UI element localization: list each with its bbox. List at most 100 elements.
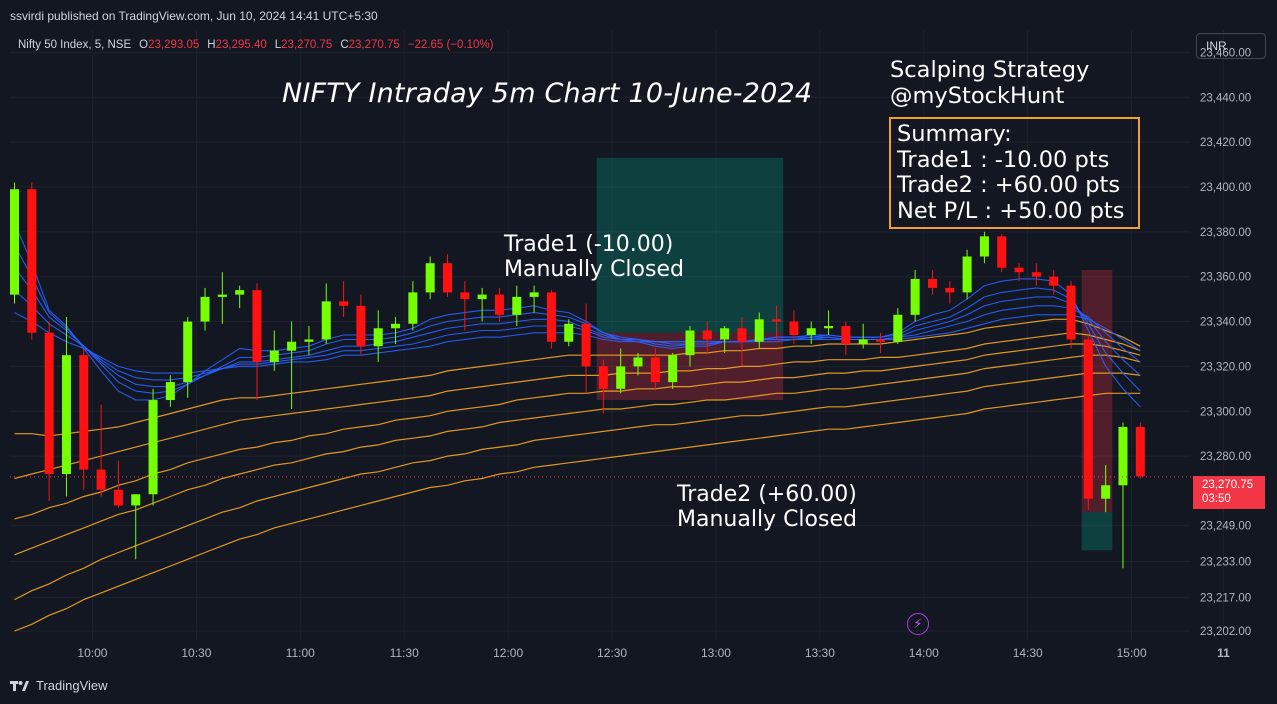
y-tick-label: 23,300.00 bbox=[1200, 406, 1251, 418]
y-tick-label: 23,202.00 bbox=[1200, 626, 1251, 638]
candle-body bbox=[79, 355, 89, 470]
candle-body bbox=[443, 263, 452, 293]
summary-box: Summary: Trade1 : -10.00 pts Trade2 : +6… bbox=[889, 117, 1140, 229]
ema-line-4 bbox=[14, 289, 1141, 381]
candle-body bbox=[460, 292, 470, 300]
slow-ema-ribbon bbox=[14, 318, 1141, 632]
ema-line-1 bbox=[13, 222, 1141, 408]
candle-body bbox=[27, 189, 37, 333]
ema-line-2 bbox=[14, 332, 1141, 480]
y-tick-label: 23,460.00 bbox=[1200, 47, 1251, 59]
candle-body bbox=[165, 382, 175, 401]
trade1-status: Manually Closed bbox=[504, 257, 684, 282]
candlestick-series bbox=[10, 182, 1193, 569]
open-value: 23,293.05 bbox=[148, 39, 200, 51]
last-price-value: 23,270.75 bbox=[1202, 479, 1254, 491]
y-tick-label: 23,400.00 bbox=[1200, 182, 1251, 194]
candle-body bbox=[494, 294, 504, 315]
strategy-handle: @myStockHunt bbox=[890, 83, 1065, 109]
y-tick-label: 23,440.00 bbox=[1200, 92, 1251, 104]
candle-body bbox=[10, 189, 19, 295]
candle-body bbox=[772, 319, 782, 322]
candle-body bbox=[650, 357, 660, 383]
trade2-annotation: Trade2 (+60.00) Manually Closed bbox=[677, 482, 857, 532]
candle-body bbox=[287, 341, 297, 351]
candle-body bbox=[321, 301, 331, 340]
x-tick-label: 15:00 bbox=[1117, 646, 1147, 660]
candle-body bbox=[339, 301, 349, 306]
ema-line-3 bbox=[14, 267, 1141, 388]
tradingview-logo-icon bbox=[10, 680, 29, 691]
candle-body bbox=[997, 236, 1007, 268]
candle-body bbox=[529, 292, 539, 297]
y-tick-label: 23,320.00 bbox=[1200, 361, 1251, 373]
x-tick-label: 14:00 bbox=[909, 646, 939, 660]
candle-body bbox=[183, 321, 193, 383]
trade2-status: Manually Closed bbox=[677, 507, 857, 532]
ema-line-4 bbox=[14, 354, 1141, 556]
x-tick-label: 11:30 bbox=[390, 646, 419, 660]
summary-trade1: Trade1 : -10.00 pts bbox=[897, 146, 1110, 173]
summary-net: Net P/L : +50.00 pts bbox=[897, 197, 1125, 224]
y-tick-label: 23,249.00 bbox=[1200, 521, 1251, 533]
strategy-label: Scalping Strategy @myStockHunt bbox=[890, 57, 1089, 109]
strategy-name: Scalping Strategy bbox=[890, 57, 1090, 83]
y-tick-label: 23,360.00 bbox=[1200, 272, 1251, 284]
low-value: 23,270.75 bbox=[281, 39, 333, 51]
candle-body bbox=[564, 323, 574, 342]
symbol-name[interactable]: Nifty 50 Index, 5, NSE bbox=[18, 39, 132, 51]
candle-body bbox=[356, 305, 366, 347]
candle-body bbox=[720, 328, 730, 340]
y-tick-label: 23,420.00 bbox=[1200, 137, 1251, 149]
y-tick-label: 23,233.00 bbox=[1200, 557, 1251, 569]
candle-body bbox=[546, 292, 556, 342]
candle-body bbox=[1031, 272, 1041, 277]
time-axis: 10:00 10:30 11:00 11:30 12:00 12:30 13:00 13:30… bbox=[77, 646, 1230, 660]
high-value: 23,295.40 bbox=[215, 39, 267, 51]
price-change: −22.65 (−0.10%) bbox=[407, 39, 494, 51]
ema-line-5 bbox=[14, 312, 1141, 374]
bar-countdown: 03:50 bbox=[1202, 493, 1231, 505]
y-tick-label: 23,380.00 bbox=[1200, 227, 1251, 239]
x-tick-label: 13:30 bbox=[805, 646, 835, 660]
candle-body bbox=[702, 330, 712, 340]
candle-body bbox=[1101, 485, 1111, 499]
x-tick-label: 10:30 bbox=[181, 646, 211, 660]
candle-body bbox=[910, 278, 920, 315]
currency-selector[interactable]: INR bbox=[1196, 33, 1266, 59]
symbol-ohlc-legend: Nifty 50 Index, 5, NSE O23,293.05 H23,295.… bbox=[18, 39, 493, 51]
candle-body bbox=[581, 323, 591, 367]
summary-trade2: Trade2 : +60.00 pts bbox=[897, 172, 1121, 198]
candle-body bbox=[1014, 267, 1024, 273]
candle-body bbox=[304, 339, 314, 342]
last-price-tag: 23,270.75 03:50 bbox=[1193, 476, 1265, 509]
open-label: O bbox=[139, 39, 149, 51]
candle-body bbox=[789, 321, 799, 335]
candle-body bbox=[1049, 276, 1059, 286]
candle-body bbox=[477, 294, 487, 300]
trade2-result: Trade2 (+60.00) bbox=[677, 482, 857, 507]
candle-body bbox=[113, 489, 123, 506]
x-tick-label: 12:30 bbox=[597, 646, 627, 660]
candle-body bbox=[148, 400, 158, 495]
lightning-icon[interactable]: ⚡ bbox=[907, 613, 929, 635]
candle-body bbox=[876, 339, 885, 342]
candle-body bbox=[841, 326, 851, 344]
footer-brand-name: TradingView bbox=[36, 678, 108, 693]
candle-body bbox=[217, 294, 227, 297]
summary-heading: Summary: bbox=[897, 121, 1012, 147]
fast-ema-ribbon bbox=[13, 222, 1141, 408]
candle-body bbox=[96, 469, 106, 490]
candle-body bbox=[979, 236, 989, 257]
close-label: C bbox=[340, 39, 349, 51]
candle-body bbox=[1135, 426, 1145, 477]
candle-body bbox=[616, 366, 626, 389]
x-tick-label: 11:00 bbox=[286, 646, 315, 660]
candle-body bbox=[858, 339, 868, 344]
trade1-result: Trade1 (-10.00) bbox=[504, 232, 674, 257]
footer-brand[interactable]: TradingView bbox=[10, 678, 108, 693]
candle-body bbox=[235, 290, 245, 295]
candle-body bbox=[633, 357, 643, 367]
low-label: L bbox=[274, 39, 282, 51]
